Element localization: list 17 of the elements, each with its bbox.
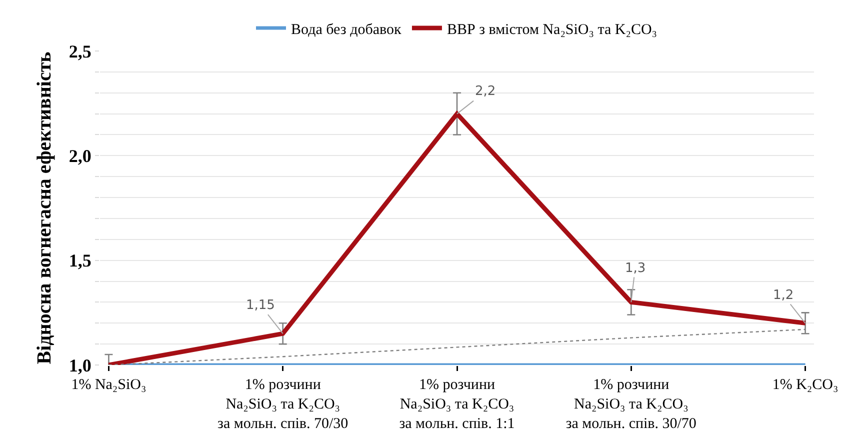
data-label: 2,2 — [475, 84, 496, 99]
data-label: 1,15 — [246, 298, 275, 313]
data-label: 1,3 — [625, 261, 646, 276]
x-tick-label: 1% Na₂SiO₃ — [71, 377, 146, 393]
y-tick-label: 2,0 — [68, 146, 92, 166]
x-tick-label: 1% K₂CO₃ — [772, 377, 838, 393]
x-tick-label: 1% розчини Na₂SiO₃ та K₂CO₃ за мольн. спів. 1:1 — [399, 377, 515, 432]
data-label: 1,2 — [773, 288, 794, 303]
y-axis-title: Відносна вогнегасна ефективність — [33, 51, 56, 364]
y-tick-label: 2,5 — [68, 41, 92, 62]
legend-label: ВВР з вмістом Na₂SiO₃ та K₂CO₃ — [446, 22, 658, 38]
y-tick-label: 1,5 — [68, 250, 92, 271]
x-tick-label: 1% розчини Na₂SiO₃ та K₂CO₃ за мольн. спів. 70/30 — [218, 377, 348, 432]
legend-label: Вода без добавок — [291, 22, 402, 38]
line-series — [106, 112, 808, 365]
y-tick-label: 1,0 — [68, 355, 92, 376]
x-tick-label: 1% розчини Na₂SiO₃ та K₂CO₃ за мольн. спів. 30/70 — [566, 377, 696, 432]
